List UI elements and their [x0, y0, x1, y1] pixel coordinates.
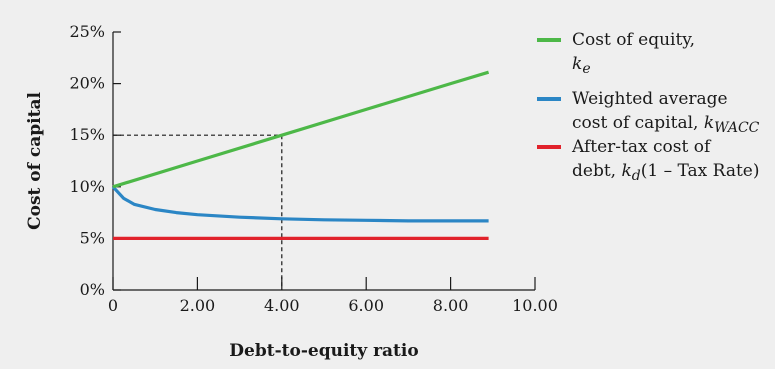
y-tick-label: 15% [69, 125, 105, 144]
x-tick-label: 2.00 [180, 296, 216, 315]
x-tick-label: 4.00 [264, 296, 300, 315]
y-tick-label: 10% [69, 177, 105, 196]
series-lines [111, 70, 490, 240]
y-ticks: 0% 5% 10% 15% 20% 25% [69, 22, 121, 299]
x-tick-label: 10.00 [512, 296, 558, 315]
legend-label-wacc: cost of capital, kWACC [572, 113, 760, 136]
legend-item-debt: After-tax cost of debt, kd(1 – Tax Rate) [537, 137, 760, 184]
y-tick-label: 0% [80, 280, 105, 299]
legend-label-equity: Cost of equity, [572, 30, 695, 50]
x-tick-label: 0 [108, 296, 118, 315]
reference-lines [113, 134, 283, 290]
x-tick-label: 8.00 [433, 296, 469, 315]
legend-label-wacc: Weighted average [572, 89, 728, 109]
y-tick-label: 20% [69, 74, 105, 93]
y-tick-label: 25% [69, 22, 105, 41]
legend-label-equity: ke [572, 54, 591, 77]
legend-item-wacc: Weighted average cost of capital, kWACC [537, 89, 760, 136]
y-tick-label: 5% [80, 228, 105, 247]
legend-label-debt: After-tax cost of [571, 137, 712, 157]
y-axis-title: Cost of capital [25, 92, 45, 230]
x-ticks: 0 2.00 4.00 6.00 8.00 10.00 [108, 277, 558, 315]
legend: Cost of equity, ke Weighted average cost o… [537, 30, 760, 184]
series-line-wacc [111, 185, 489, 223]
axes [112, 32, 535, 291]
x-axis-title: Debt-to-equity ratio [229, 341, 418, 361]
series-line-equity [112, 70, 490, 189]
legend-label-debt: debt, kd(1 – Tax Rate) [572, 161, 760, 184]
x-tick-label: 6.00 [348, 296, 384, 315]
legend-item-equity: Cost of equity, ke [537, 30, 695, 77]
